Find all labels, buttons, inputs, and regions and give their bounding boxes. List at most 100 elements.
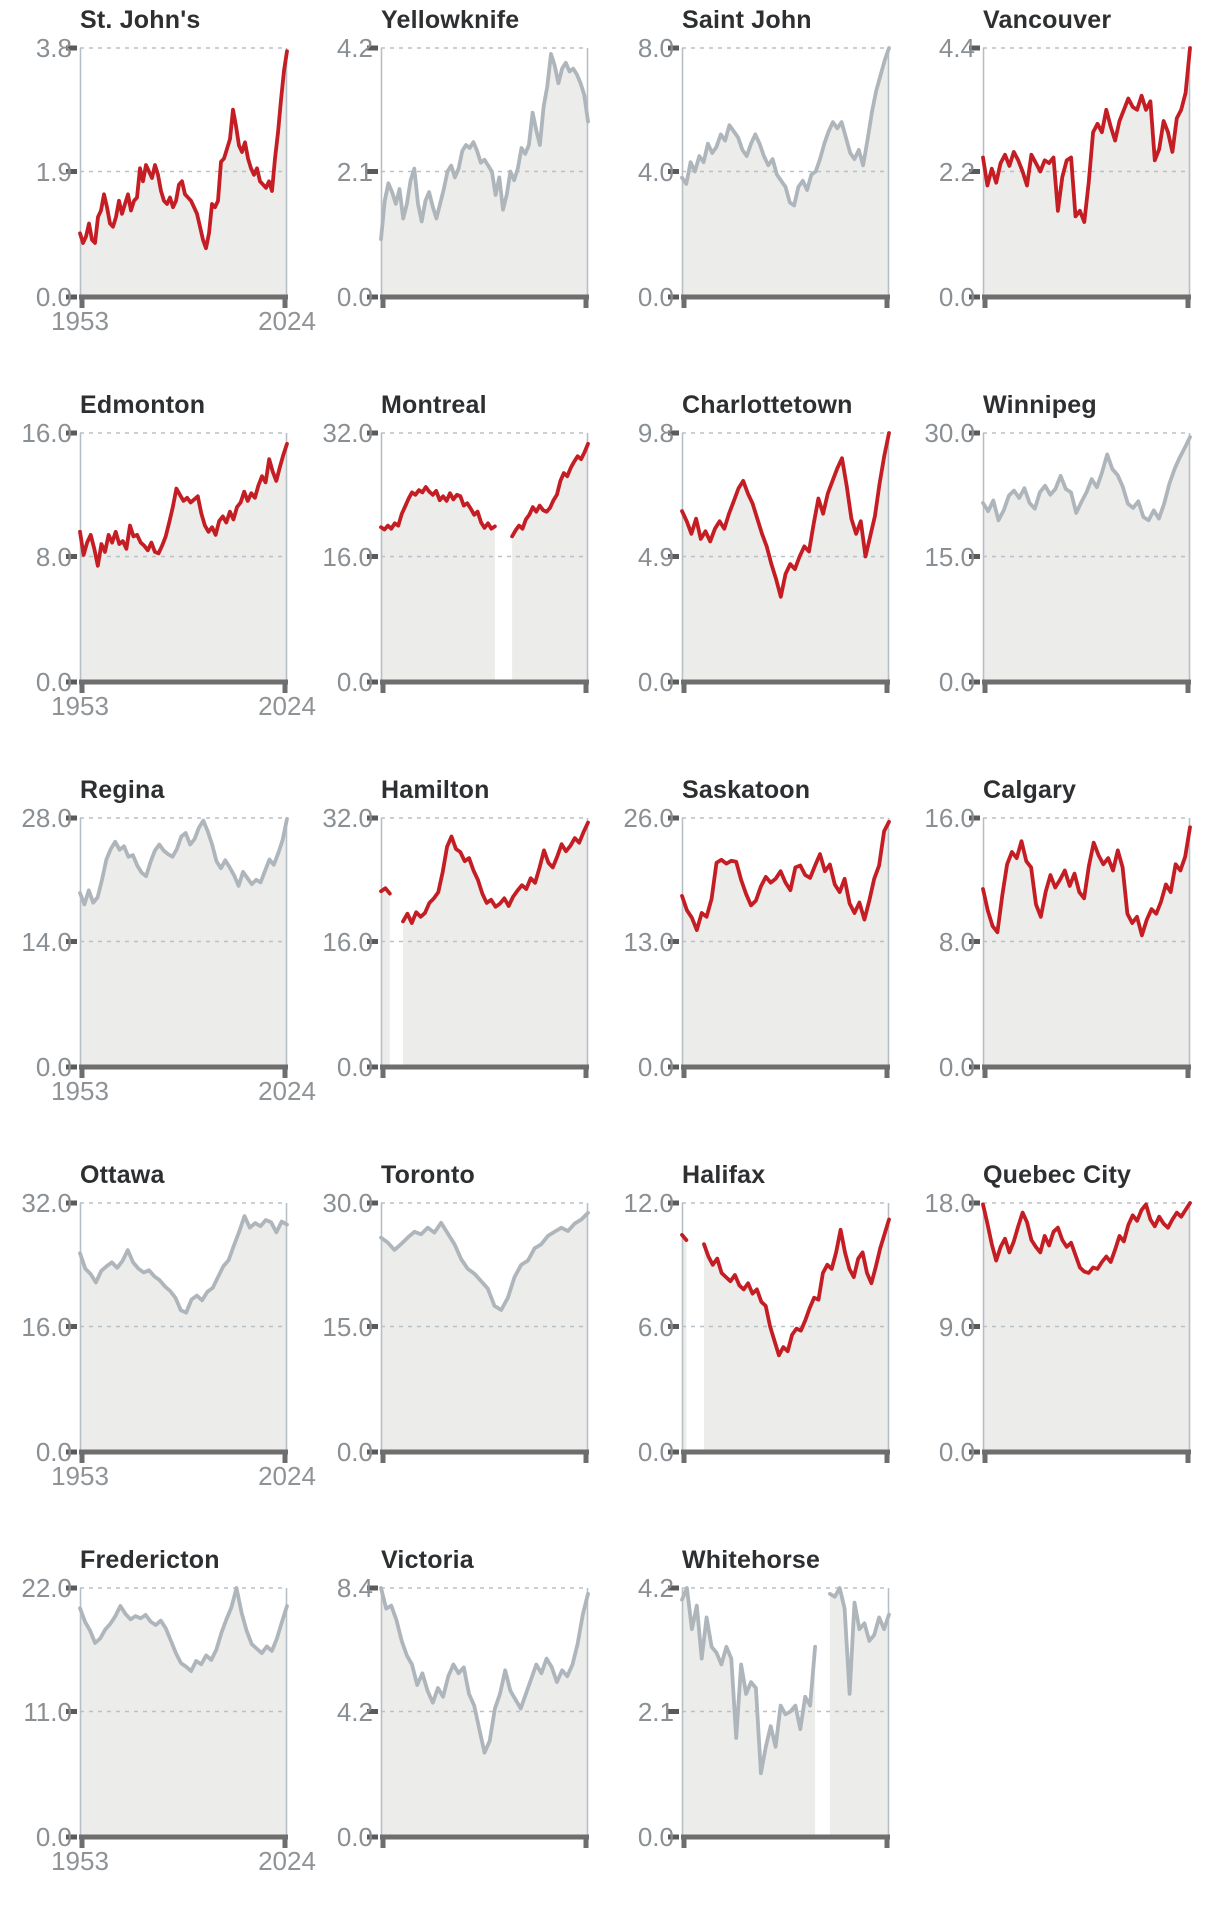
y-tick-label-zero: 0.0 xyxy=(938,667,975,697)
chart-plot xyxy=(668,45,891,308)
y-tick-label-top: 32.0 xyxy=(322,418,373,448)
series-line xyxy=(981,1201,1192,1275)
y-tick-label-mid: 16.0 xyxy=(322,926,373,957)
chart-title: Edmonton xyxy=(80,391,206,419)
y-tick-label-zero: 0.0 xyxy=(35,1437,72,1467)
y-tick-label-zero: 0.0 xyxy=(336,282,373,312)
y-tick-label-zero: 0.0 xyxy=(938,282,975,312)
chart-plot xyxy=(66,430,289,693)
y-tick-label-mid: 6.0 xyxy=(637,1311,674,1342)
y-tick-label-zero: 0.0 xyxy=(637,282,674,312)
chart-plot xyxy=(367,1200,590,1463)
y-tick-label-mid: 2.2 xyxy=(938,156,975,187)
chart-panel: Quebec City 18.0 9.0 0.0 xyxy=(919,1155,1220,1540)
y-tick-label-top: 8.0 xyxy=(637,33,674,63)
y-tick-label-top: 32.0 xyxy=(322,803,373,833)
y-tick-label-zero: 0.0 xyxy=(637,667,674,697)
area-fill xyxy=(381,1212,588,1450)
chart-panel: Fredericton 22.0 11.0 0.0 1953 2024 xyxy=(16,1540,317,1920)
chart-panel: Toronto 30.0 15.0 0.0 xyxy=(317,1155,618,1540)
chart-panel: Whitehorse 4.2 2.1 0.0 xyxy=(618,1540,919,1920)
y-tick-label-top: 12.0 xyxy=(623,1188,674,1218)
x-axis-label-end: 2024 xyxy=(258,1461,316,1491)
area-fill xyxy=(704,1219,889,1450)
chart-title: Montreal xyxy=(381,391,487,419)
y-tick-label-mid: 4.2 xyxy=(336,1696,373,1727)
chart-plot xyxy=(66,1200,289,1463)
y-tick-label-top: 26.0 xyxy=(623,803,674,833)
y-tick-label-top: 8.4 xyxy=(336,1573,373,1603)
chart-title: Winnipeg xyxy=(983,391,1097,419)
area-fill xyxy=(983,48,1190,295)
area-fill xyxy=(381,487,495,680)
y-tick-label-zero: 0.0 xyxy=(336,1437,373,1467)
y-tick-label-top: 16.0 xyxy=(924,803,975,833)
chart-plot xyxy=(668,815,891,1078)
y-tick-label-zero: 0.0 xyxy=(336,667,373,697)
series-line xyxy=(78,49,289,251)
series-line xyxy=(981,435,1192,523)
area-fill xyxy=(80,51,287,296)
y-tick-label-top: 28.0 xyxy=(21,803,72,833)
chart-plot xyxy=(668,430,891,693)
y-tick-label-zero: 0.0 xyxy=(336,1822,373,1852)
y-tick-label-zero: 0.0 xyxy=(35,667,72,697)
area-fill xyxy=(983,437,1190,680)
chart-panel: Montreal 32.0 16.0 0.0 xyxy=(317,385,618,770)
chart-plot xyxy=(367,1585,590,1848)
chart-panel: Victoria 8.4 4.2 0.0 xyxy=(317,1540,618,1920)
y-tick-label-zero: 0.0 xyxy=(938,1437,975,1467)
y-tick-label-mid: 4.0 xyxy=(637,156,674,187)
area-fill xyxy=(80,443,287,680)
chart-title: Whitehorse xyxy=(682,1546,821,1574)
y-tick-label-mid: 2.1 xyxy=(336,156,373,187)
area-fill xyxy=(80,1588,287,1835)
chart-title: Saskatoon xyxy=(682,776,811,804)
y-tick-label-mid: 16.0 xyxy=(322,541,373,572)
y-tick-label-zero: 0.0 xyxy=(35,1052,72,1082)
y-tick-label-top: 30.0 xyxy=(924,418,975,448)
x-axis-label-end: 2024 xyxy=(258,1076,316,1106)
y-tick-label-mid: 2.1 xyxy=(637,1696,674,1727)
y-tick-label-zero: 0.0 xyxy=(637,1052,674,1082)
chart-panel: Calgary 16.0 8.0 0.0 xyxy=(919,770,1220,1155)
chart-plot xyxy=(367,430,590,693)
chart-panel: Charlottetown 9.8 4.9 0.0 xyxy=(618,385,919,770)
y-tick-label-zero: 0.0 xyxy=(35,282,72,312)
chart-title: Fredericton xyxy=(80,1546,220,1574)
x-axis-label-start: 1953 xyxy=(51,1846,109,1876)
y-tick-label-top: 4.2 xyxy=(637,1573,674,1603)
y-tick-label-mid: 15.0 xyxy=(322,1311,373,1342)
y-tick-label-top: 16.0 xyxy=(21,418,72,448)
chart-title: Hamilton xyxy=(381,776,490,804)
y-tick-label-mid: 13.0 xyxy=(623,926,674,957)
chart-panel: Ottawa 32.0 16.0 0.0 1953 2024 xyxy=(16,1155,317,1540)
chart-title: Yellowknife xyxy=(381,6,520,34)
chart-title: Victoria xyxy=(381,1546,474,1574)
chart-panel: Halifax 12.0 6.0 0.0 xyxy=(618,1155,919,1540)
area-fill xyxy=(381,53,588,296)
chart-title: Regina xyxy=(80,776,165,804)
chart-plot xyxy=(969,1200,1192,1463)
y-tick-label-zero: 0.0 xyxy=(336,1052,373,1082)
y-tick-label-mid: 11.0 xyxy=(23,1696,72,1727)
x-axis-label-start: 1953 xyxy=(51,1461,109,1491)
area-fill xyxy=(80,1216,287,1450)
series-line xyxy=(680,1586,817,1776)
y-tick-label-mid: 4.9 xyxy=(637,541,674,572)
chart-plot xyxy=(367,815,590,1078)
y-tick-label-top: 4.4 xyxy=(938,33,975,63)
series-line xyxy=(702,1217,891,1358)
area-fill xyxy=(80,818,287,1065)
chart-plot xyxy=(668,1585,891,1848)
chart-plot xyxy=(969,430,1192,693)
chart-panel: Saint John 8.0 4.0 0.0 xyxy=(618,0,919,385)
chart-title: Calgary xyxy=(983,776,1077,804)
y-tick-label-zero: 0.0 xyxy=(637,1437,674,1467)
series-line xyxy=(828,1586,891,1696)
x-axis-label-start: 1953 xyxy=(51,691,109,721)
series-line xyxy=(680,819,891,932)
y-tick-label-mid: 15.0 xyxy=(924,541,975,572)
x-axis-label-start: 1953 xyxy=(51,1076,109,1106)
